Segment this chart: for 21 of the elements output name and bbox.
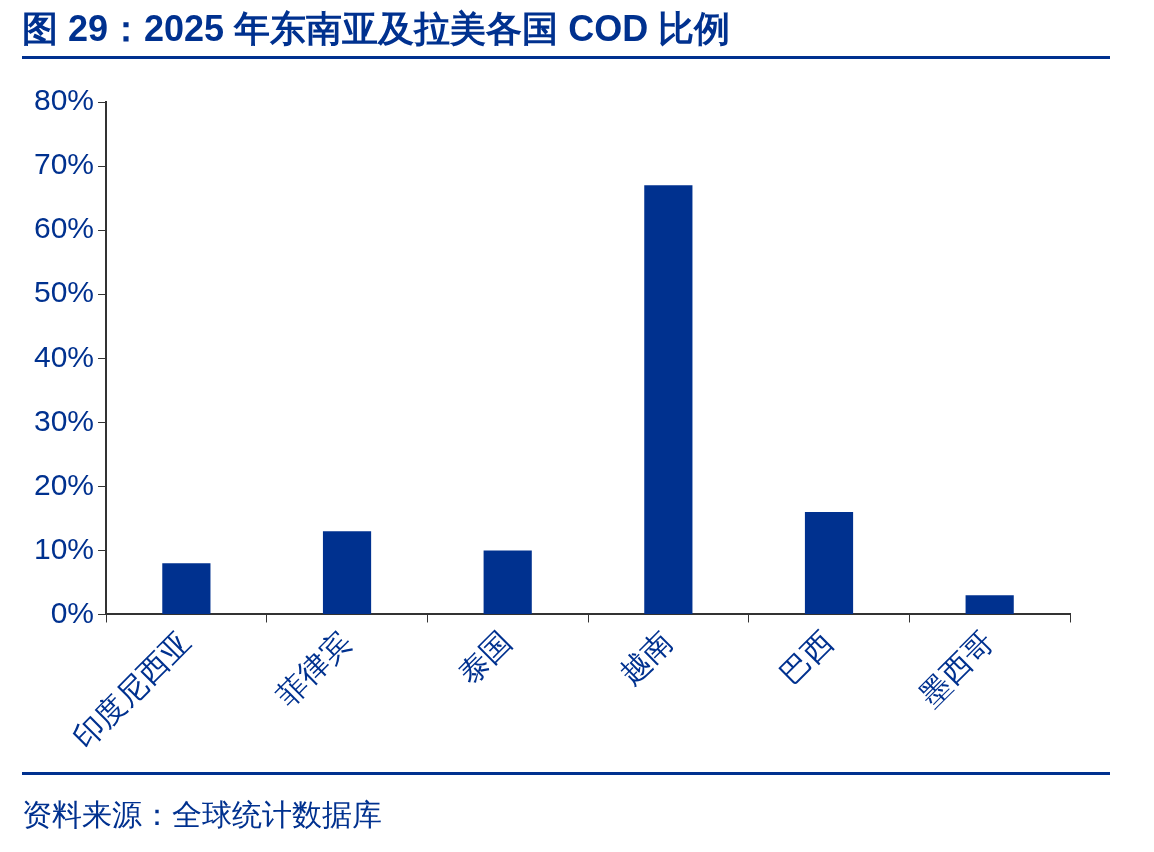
y-tick-label: 80% xyxy=(34,83,95,117)
y-tick-label: 70% xyxy=(34,147,95,181)
bar xyxy=(804,511,854,614)
y-tick-label: 30% xyxy=(34,403,95,437)
chart-title: 图 29：2025 年东南亚及拉美各国 COD 比例 xyxy=(22,4,1110,59)
y-tick-label: 50% xyxy=(34,275,95,309)
y-tick-label: 20% xyxy=(34,467,95,501)
x-tick-label: 泰国 xyxy=(452,624,518,691)
y-tick-label: 60% xyxy=(34,211,95,245)
bar xyxy=(162,563,211,614)
x-tick-label: 巴西 xyxy=(773,624,840,691)
y-tick-label: 10% xyxy=(34,531,95,565)
text: 资料来源：全球统计数据库 xyxy=(22,772,1110,836)
bar xyxy=(322,531,372,614)
bar xyxy=(644,185,693,614)
y-tick-label: 40% xyxy=(34,339,95,373)
x-tick-label: 越南 xyxy=(612,624,679,691)
bar xyxy=(965,595,1014,614)
x-tick-label: 菲律宾 xyxy=(270,624,358,712)
x-tick-label: 墨西哥 xyxy=(912,624,1000,712)
bar xyxy=(483,550,532,614)
